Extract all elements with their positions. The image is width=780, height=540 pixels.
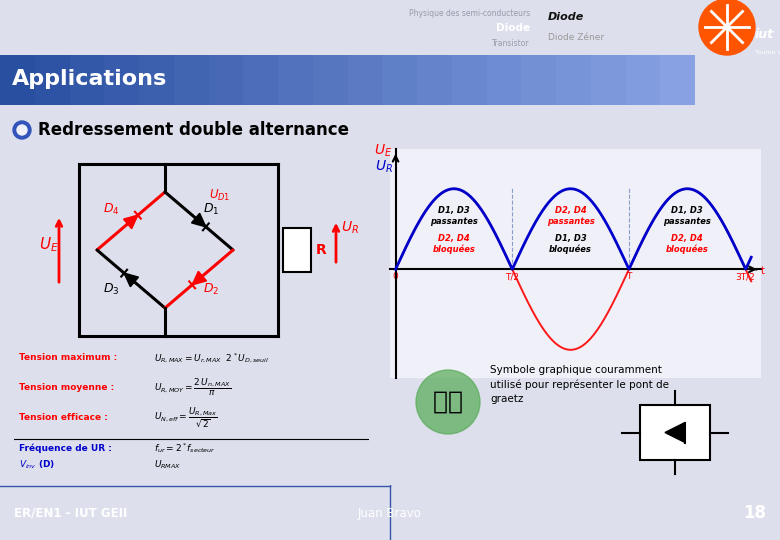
Polygon shape: [124, 273, 139, 287]
Circle shape: [699, 0, 755, 55]
Text: Diode: Diode: [496, 23, 530, 33]
Text: D2, D4: D2, D4: [672, 234, 704, 243]
Text: ER/EN1 - IUT GEII: ER/EN1 - IUT GEII: [14, 507, 127, 519]
Bar: [243, 55, 279, 105]
Bar: [283, 228, 311, 272]
Text: bloquées: bloquées: [666, 245, 709, 254]
Text: Diode: Diode: [548, 12, 584, 22]
Text: Redressement double alternance: Redressement double alternance: [38, 121, 349, 139]
Text: passantes: passantes: [663, 217, 711, 226]
Circle shape: [13, 121, 31, 139]
Text: $U_{RMAX}$: $U_{RMAX}$: [154, 459, 181, 471]
Text: $U_R$: $U_R$: [374, 159, 392, 176]
Bar: [0, 55, 36, 105]
Text: $U_E$: $U_E$: [39, 235, 58, 254]
Text: D2, D4: D2, D4: [555, 206, 587, 215]
Bar: [139, 55, 175, 105]
Bar: [35, 55, 70, 105]
Text: Transistor: Transistor: [492, 38, 530, 48]
Text: Applications: Applications: [12, 69, 167, 89]
Text: $D_2$: $D_2$: [203, 282, 219, 297]
Bar: [626, 55, 661, 105]
Text: Physique des semi-conducteurs: Physique des semi-conducteurs: [409, 9, 530, 17]
Text: iut: iut: [755, 28, 774, 40]
Polygon shape: [123, 215, 138, 229]
Text: $D_3$: $D_3$: [103, 282, 119, 297]
Text: bloquées: bloquées: [432, 245, 475, 254]
Bar: [105, 55, 140, 105]
Polygon shape: [665, 422, 685, 442]
Bar: [348, 55, 383, 105]
Bar: [417, 55, 452, 105]
Text: Tension maximum :: Tension maximum :: [19, 354, 117, 362]
Text: $U_{N,eff}=\dfrac{U_{R,Max}}{\sqrt{2}}$: $U_{N,eff}=\dfrac{U_{R,Max}}{\sqrt{2}}$: [154, 405, 218, 429]
Text: 18: 18: [743, 504, 766, 522]
Circle shape: [17, 125, 27, 135]
Text: bloquées: bloquées: [549, 245, 592, 254]
Text: Tension moyenne :: Tension moyenne :: [19, 382, 114, 392]
Bar: [278, 55, 314, 105]
Bar: [313, 55, 349, 105]
Bar: [556, 55, 592, 105]
Text: t: t: [760, 266, 764, 276]
Text: D1, D3: D1, D3: [672, 206, 704, 215]
Circle shape: [416, 370, 480, 434]
Bar: [640, 405, 710, 460]
Text: D1, D3: D1, D3: [438, 206, 470, 215]
Text: $U_{R,MOY}=\dfrac{2\,U_{n,MAX}}{\pi}$: $U_{R,MOY}=\dfrac{2\,U_{n,MAX}}{\pi}$: [154, 376, 231, 397]
Text: $U_E$: $U_E$: [374, 143, 392, 159]
Text: D1, D3: D1, D3: [555, 234, 587, 243]
Text: $U_R$: $U_R$: [341, 220, 359, 237]
Text: $D_4$: $D_4$: [103, 202, 119, 217]
Text: Diode Zéner: Diode Zéner: [548, 32, 604, 42]
Bar: [590, 55, 626, 105]
Polygon shape: [191, 213, 206, 227]
Bar: [521, 55, 557, 105]
Bar: [452, 55, 488, 105]
Text: passantes: passantes: [430, 217, 478, 226]
Text: $U_{D1}$: $U_{D1}$: [209, 188, 230, 203]
Text: D2, D4: D2, D4: [438, 234, 470, 243]
Bar: [487, 55, 523, 105]
Bar: [69, 55, 105, 105]
Text: Fréquence de UR :: Fréquence de UR :: [19, 443, 112, 453]
Bar: [208, 55, 244, 105]
Bar: [660, 55, 696, 105]
Text: Toulon Var: Toulon Var: [755, 50, 780, 55]
Polygon shape: [192, 271, 207, 285]
Text: R: R: [316, 243, 327, 257]
Text: 👨‍🏫: 👨‍🏫: [433, 390, 463, 414]
Text: $V_{inv}$ (D): $V_{inv}$ (D): [19, 459, 55, 471]
Text: Symbole graphique couramment
utilisé pour représenter le pont de
graetz: Symbole graphique couramment utilisé pou…: [490, 365, 669, 404]
Text: Juan Bravo: Juan Bravo: [358, 507, 422, 519]
Text: $f_{ur}=2^*f_{secteur}$: $f_{ur}=2^*f_{secteur}$: [154, 441, 216, 455]
Text: Tension efficace :: Tension efficace :: [19, 413, 108, 422]
Bar: [382, 55, 418, 105]
Text: passantes: passantes: [547, 217, 594, 226]
Bar: [174, 55, 210, 105]
Text: $U_{R,MAX}=U_{r,MAX}$  $2^*U_{D,seuil}$: $U_{R,MAX}=U_{r,MAX}$ $2^*U_{D,seuil}$: [154, 351, 269, 365]
Text: $D_1$: $D_1$: [203, 202, 219, 217]
